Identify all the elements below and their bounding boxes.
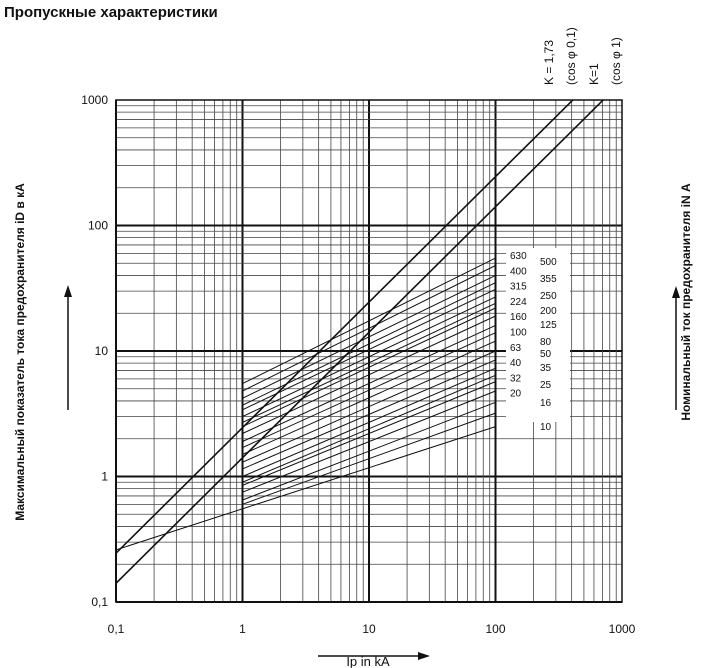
series-line-500 bbox=[242, 265, 496, 392]
x-tick-label: 10 bbox=[362, 622, 376, 636]
y2-axis-arrowhead-icon bbox=[672, 286, 680, 298]
x-axis-label: Ip in kA bbox=[346, 654, 390, 668]
y-tick-labels: 0,1 1 10 100 1000 bbox=[81, 93, 108, 609]
rating-label: 40 bbox=[510, 358, 522, 369]
series-line-63 bbox=[242, 350, 496, 463]
series-line-80 bbox=[242, 340, 496, 455]
series-lines bbox=[116, 257, 496, 551]
chart-title: Пропускные характеристики bbox=[4, 4, 218, 21]
reference-line-k173 bbox=[116, 100, 574, 554]
rating-label: 32 bbox=[510, 373, 522, 384]
x-tick-label: 1000 bbox=[609, 622, 636, 636]
y-tick-label: 10 bbox=[95, 344, 109, 358]
y-tick-label: 0,1 bbox=[91, 595, 108, 609]
rating-label: 315 bbox=[510, 282, 527, 293]
y-axis-arrowhead-icon bbox=[64, 285, 72, 297]
reference-line-label: (cos φ 0,1) bbox=[564, 27, 578, 85]
series-line-25 bbox=[242, 390, 496, 493]
series-line-315 bbox=[242, 288, 496, 411]
series-line-32 bbox=[242, 381, 496, 486]
y-tick-label: 100 bbox=[88, 219, 108, 233]
x-tick-label: 0,1 bbox=[108, 622, 125, 636]
rating-label: 250 bbox=[540, 291, 557, 302]
reference-line-label: K=1 bbox=[587, 63, 601, 85]
x-tick-label: 1 bbox=[239, 622, 246, 636]
rating-label: 200 bbox=[540, 306, 557, 317]
rating-label: 100 bbox=[510, 328, 527, 339]
series-line-200 bbox=[242, 307, 496, 428]
series-line-16 bbox=[242, 412, 496, 505]
series-line-224 bbox=[242, 302, 496, 423]
plot-frame bbox=[115, 99, 623, 603]
rating-label: 35 bbox=[540, 363, 552, 374]
y-tick-label: 1 bbox=[101, 470, 108, 484]
series-line-35 bbox=[242, 374, 496, 483]
rating-label: 500 bbox=[540, 257, 557, 268]
x-axis-arrowhead-icon bbox=[418, 652, 430, 660]
rating-label: 50 bbox=[540, 349, 552, 360]
y2-axis-label: Номинальный ток предохранителя iN А bbox=[679, 183, 693, 421]
reference-lines bbox=[116, 100, 605, 584]
x-tick-labels: 0,1 1 10 100 1000 bbox=[108, 622, 636, 636]
rating-label: 63 bbox=[510, 343, 522, 354]
series-line-160 bbox=[242, 315, 496, 434]
series-line-40 bbox=[242, 367, 496, 477]
x-tick-label: 100 bbox=[485, 622, 505, 636]
rating-labels-panel: 630 400 315 224 160 100 63 40 32 20 500 355 250 200 1… bbox=[506, 248, 570, 433]
series-line-100 bbox=[242, 332, 496, 449]
rating-label: 25 bbox=[540, 380, 552, 391]
series-line-630 bbox=[242, 257, 496, 385]
reference-line-k1 bbox=[116, 100, 605, 584]
rating-label: 20 bbox=[510, 389, 522, 400]
rating-label: 630 bbox=[510, 251, 527, 262]
rating-labels-left: 630 400 315 224 160 100 63 40 32 20 bbox=[510, 251, 527, 400]
y-tick-label: 1000 bbox=[81, 93, 108, 107]
series-line-125 bbox=[242, 324, 496, 442]
series-line-400 bbox=[242, 274, 496, 399]
series-line-250 bbox=[242, 296, 496, 418]
rating-label: 16 bbox=[540, 398, 552, 409]
y-axis-label: Максимальный показатель тока предохранит… bbox=[13, 183, 27, 521]
reference-line-labels: K = 1,73 (cos φ 0,1) K=1 (cos φ 1) bbox=[542, 27, 623, 85]
reference-line-label: (cos φ 1) bbox=[609, 37, 623, 85]
rating-label: 10 bbox=[540, 422, 552, 433]
series-line-20 bbox=[242, 401, 496, 501]
series-line-50 bbox=[242, 359, 496, 470]
rating-labels-background bbox=[506, 248, 570, 422]
rating-label: 224 bbox=[510, 297, 527, 308]
rating-label: 125 bbox=[540, 320, 557, 331]
rating-label: 80 bbox=[540, 337, 552, 348]
series-line-10 bbox=[116, 426, 496, 551]
rating-label: 355 bbox=[540, 274, 557, 285]
rating-label: 400 bbox=[510, 266, 527, 277]
rating-label: 160 bbox=[510, 312, 527, 323]
reference-line-label: K = 1,73 bbox=[542, 40, 556, 85]
